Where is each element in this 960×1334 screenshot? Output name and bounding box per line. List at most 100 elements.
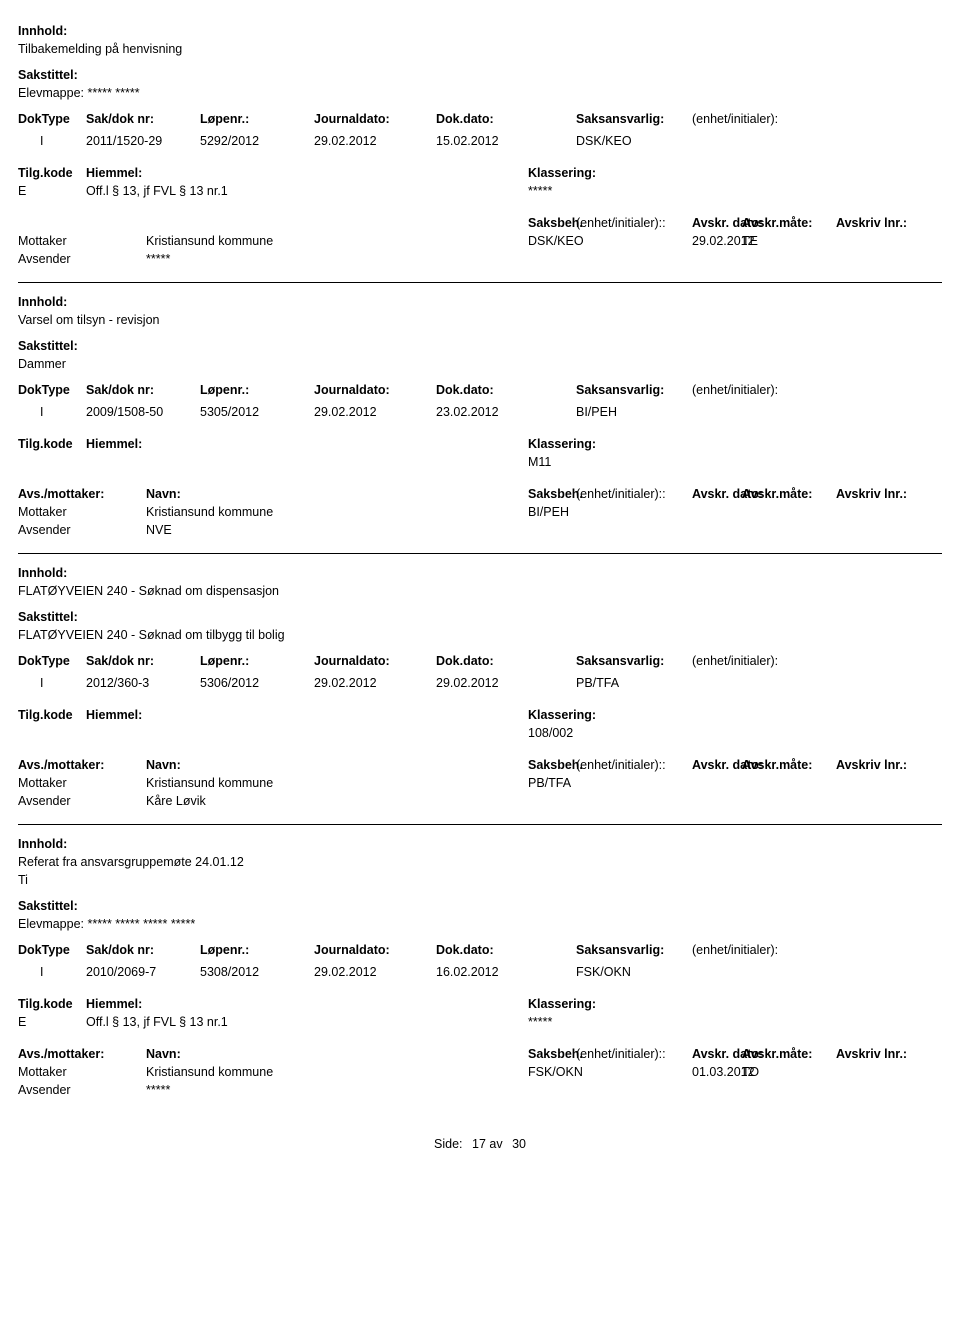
avsender-label: Avsender [18, 792, 71, 810]
doktype-value: I [40, 963, 43, 981]
dokdato-label: Dok.dato: [436, 941, 494, 959]
avsmottaker-label: Avs./mottaker: [18, 1045, 104, 1063]
avsender-navn: ***** [146, 1081, 170, 1099]
sakdok-label: Sak/dok nr: [86, 941, 154, 959]
saksansvarlig-value: DSK/KEO [576, 132, 632, 150]
sakdok-value: 2009/1508-50 [86, 403, 163, 421]
saksbeh-label: Saksbeh. [528, 756, 583, 774]
mottaker-label: Mottaker [18, 774, 67, 792]
innhold-label: Innhold: [18, 835, 67, 853]
tilgkode-value: E [18, 182, 26, 200]
hjemmel-label: Hiemmel: [86, 995, 142, 1013]
dokdato-label: Dok.dato: [436, 381, 494, 399]
innhold-value: Varsel om tilsyn - revisjon [18, 311, 159, 329]
saksansvarlig-label: Saksansvarlig: [576, 652, 664, 670]
dokdato-value: 23.02.2012 [436, 403, 499, 421]
mottaker-label: Mottaker [18, 1063, 67, 1081]
mottaker-label: Mottaker [18, 232, 67, 250]
doktype-value: I [40, 403, 43, 421]
navn-label: Navn: [146, 485, 181, 503]
journaldato-value: 29.02.2012 [314, 403, 377, 421]
avskrmate-label: Avskr.måte: [742, 485, 812, 503]
avsender-label: Avsender [18, 1081, 71, 1099]
klassering-value: ***** [528, 182, 552, 200]
journal-record: Innhold:Tilbakemelding på henvisningSaks… [18, 12, 942, 283]
navn-label: Navn: [146, 1045, 181, 1063]
avskrivlnr-label: Avskriv lnr.: [836, 214, 907, 232]
mottaker-label: Mottaker [18, 503, 67, 521]
hjemmel-value: Off.l § 13, jf FVL § 13 nr.1 [86, 1013, 228, 1031]
avsmottaker-label: Avs./mottaker: [18, 756, 104, 774]
saksansvarlig-value: FSK/OKN [576, 963, 631, 981]
mottaker-navn: Kristiansund kommune [146, 232, 273, 250]
footer-total: 30 [512, 1137, 526, 1151]
hjemmel-label: Hiemmel: [86, 435, 142, 453]
sakstittel-value: FLATØYVEIEN 240 - Søknad om tilbygg til … [18, 626, 285, 644]
avskrmate-label: Avskr.måte: [742, 756, 812, 774]
enhet-label: (enhet/initialer): [692, 941, 778, 959]
sakdok-value: 2010/2069-7 [86, 963, 156, 981]
innhold-label: Innhold: [18, 564, 67, 582]
footer-av-label: av [489, 1137, 502, 1151]
avsender-navn: NVE [146, 521, 172, 539]
klassering-value: ***** [528, 1013, 552, 1031]
innhold-value: FLATØYVEIEN 240 - Søknad om dispensasjon [18, 582, 279, 600]
saksbeh-label: Saksbeh. [528, 485, 583, 503]
dokdato-label: Dok.dato: [436, 652, 494, 670]
enhet-label-2: (enhet/initialer):: [576, 214, 666, 232]
journaldato-value: 29.02.2012 [314, 674, 377, 692]
page-footer: Side: 17 av 30 [18, 1137, 942, 1151]
saksbeh-label: Saksbeh. [528, 214, 583, 232]
sakstittel-label: Sakstittel: [18, 608, 78, 626]
sakstittel-value: Dammer [18, 355, 66, 373]
sakdok-value: 2011/1520-29 [86, 132, 162, 150]
avskrmate-label: Avskr.måte: [742, 214, 812, 232]
klassering-label: Klassering: [528, 706, 596, 724]
saksbeh-label: Saksbeh. [528, 1045, 583, 1063]
avsender-navn: Kåre Løvik [146, 792, 206, 810]
sakdok-value: 2012/360-3 [86, 674, 149, 692]
doktype-label: DokType [18, 941, 70, 959]
saksbeh-value: BI/PEH [528, 503, 569, 521]
klassering-label: Klassering: [528, 995, 596, 1013]
enhet-label-2: (enhet/initialer):: [576, 756, 666, 774]
journal-record: Innhold:Referat fra ansvarsgruppemøte 24… [18, 825, 942, 1113]
klassering-value: 108/002 [528, 724, 573, 742]
innhold-value: Referat fra ansvarsgruppemøte 24.01.12 [18, 853, 244, 871]
dokdato-value: 29.02.2012 [436, 674, 499, 692]
enhet-label-2: (enhet/initialer):: [576, 1045, 666, 1063]
navn-label: Navn: [146, 756, 181, 774]
sakdok-label: Sak/dok nr: [86, 652, 154, 670]
avsender-navn: ***** [146, 250, 170, 268]
klassering-value: M11 [528, 453, 551, 471]
tilgkode-label: Tilg.kode [18, 706, 73, 724]
doktype-value: I [40, 674, 43, 692]
lopenr-label: Løpenr.: [200, 652, 249, 670]
enhet-label-2: (enhet/initialer):: [576, 485, 666, 503]
sakdok-label: Sak/dok nr: [86, 110, 154, 128]
saksansvarlig-value: PB/TFA [576, 674, 619, 692]
avsender-label: Avsender [18, 521, 71, 539]
lopenr-value: 5308/2012 [200, 963, 259, 981]
footer-page: 17 [472, 1137, 486, 1151]
journaldato-label: Journaldato: [314, 941, 390, 959]
dokdato-label: Dok.dato: [436, 110, 494, 128]
lopenr-value: 5292/2012 [200, 132, 259, 150]
journaldato-label: Journaldato: [314, 110, 390, 128]
saksbeh-value: FSK/OKN [528, 1063, 583, 1081]
avskrmate-value: TO [742, 1063, 759, 1081]
lopenr-value: 5305/2012 [200, 403, 259, 421]
innhold-label: Innhold: [18, 293, 67, 311]
doktype-label: DokType [18, 110, 70, 128]
saksbeh-value: PB/TFA [528, 774, 571, 792]
avskrmate-label: Avskr.måte: [742, 1045, 812, 1063]
dokdato-value: 15.02.2012 [436, 132, 499, 150]
footer-side-label: Side: [434, 1137, 463, 1151]
saksansvarlig-label: Saksansvarlig: [576, 110, 664, 128]
enhet-label: (enhet/initialer): [692, 381, 778, 399]
doktype-label: DokType [18, 381, 70, 399]
innhold-label: Innhold: [18, 22, 67, 40]
tilgkode-value: E [18, 1013, 26, 1031]
mottaker-navn: Kristiansund kommune [146, 503, 273, 521]
enhet-label: (enhet/initialer): [692, 652, 778, 670]
